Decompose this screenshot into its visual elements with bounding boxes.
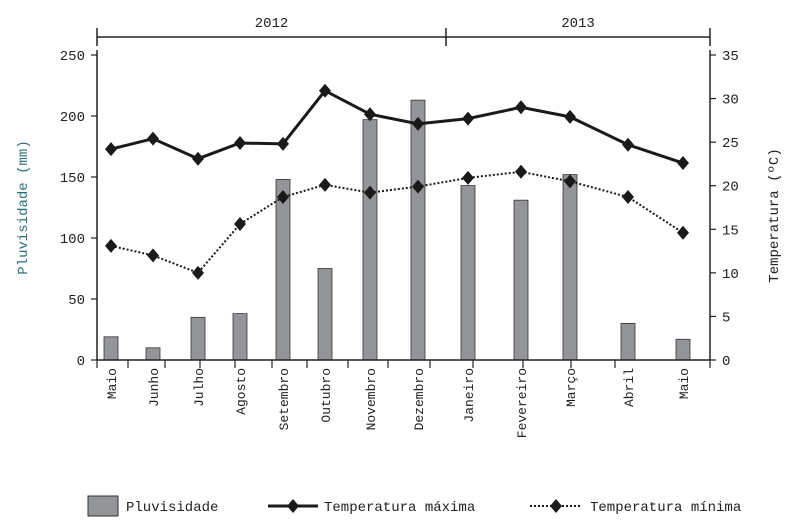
min-temp-point-janeiro — [462, 170, 474, 185]
y2-tick-label: 0 — [722, 354, 730, 370]
max-temp-point-janeiro — [462, 111, 474, 126]
legend-max-marker — [287, 499, 299, 513]
max-temp-point-agosto — [234, 136, 246, 151]
legend-min-marker — [550, 499, 562, 513]
max-temp-point-abril — [622, 137, 634, 152]
y-tick-label: 250 — [60, 49, 85, 65]
bar-dezembro — [410, 99, 426, 361]
y-tick-label: 100 — [60, 232, 85, 248]
min-temp-point-maio — [105, 238, 117, 253]
max-temp-point-junho — [147, 131, 159, 146]
legend-label-max: Temperatura máxima — [324, 500, 475, 516]
min-temp-point-outubro — [319, 177, 331, 192]
min-temp-point-março — [564, 174, 576, 189]
min-temp-point-julho — [192, 265, 204, 280]
y-tick-label: 200 — [60, 110, 85, 126]
year-label: 2013 — [561, 16, 595, 32]
max-temp-point-setembro — [277, 136, 289, 151]
x-tick-label: Setembro — [277, 368, 292, 430]
bar-fevereiro — [513, 199, 529, 361]
max-temp-point-março — [564, 109, 576, 124]
bar-agosto — [232, 313, 248, 361]
y2-tick-label: 35 — [722, 49, 739, 65]
min-temp-point-novembro — [364, 185, 376, 200]
y2-tick-label: 15 — [722, 223, 739, 239]
max-temp-point-dezembro — [412, 116, 424, 131]
x-tick-label: Outubro — [319, 368, 334, 423]
min-temp-point-setembro — [277, 190, 289, 205]
x-tick-label: Maio — [105, 368, 120, 399]
bar-julho — [190, 316, 206, 361]
x-tick-label: Julho — [192, 368, 207, 407]
x-tick-label: Dezembro — [412, 368, 427, 430]
y2-tick-label: 5 — [722, 310, 730, 326]
bar-maio — [103, 336, 119, 361]
x-tick-label: Março — [564, 368, 579, 407]
x-tick-label: Maio — [677, 368, 692, 399]
y2-tick-label: 10 — [722, 267, 739, 283]
x-tick-label: Agosto — [234, 368, 249, 415]
max-temp-line — [110, 88, 684, 165]
y2-tick-label: 30 — [722, 93, 739, 109]
max-temp-point-fevereiro — [515, 100, 527, 115]
max-temp-point-julho — [192, 151, 204, 166]
bar-setembro — [275, 179, 291, 361]
y-tick-label: 50 — [68, 293, 85, 309]
y2-axis-title: Temperatura (ºC) — [767, 148, 783, 282]
y-tick-label: 0 — [77, 354, 85, 370]
y-tick-label: 150 — [60, 171, 85, 187]
x-tick-label: Janeiro — [462, 368, 477, 423]
bar-março — [562, 174, 578, 361]
x-tick-label: Abril — [622, 368, 637, 407]
x-tick-label: Fevereiro — [515, 368, 530, 438]
max-temp-point-maio — [105, 142, 117, 157]
bar-junho — [145, 347, 161, 361]
min-temp-point-fevereiro — [515, 164, 527, 179]
bar-janeiro — [460, 185, 476, 361]
y2-tick-label: 25 — [722, 136, 739, 152]
min-temp-point-dezembro — [412, 179, 424, 194]
y-axis-title: Pluvisidade (mm) — [16, 140, 32, 274]
min-temp-line — [110, 170, 684, 275]
legend-label-pluvisidade: Pluvisidade — [126, 500, 218, 516]
legend-swatch-pluvisidade — [87, 495, 119, 517]
bar-abril — [620, 322, 636, 361]
min-temp-point-agosto — [234, 217, 246, 232]
year-label: 2012 — [255, 16, 289, 32]
bar-outubro — [317, 268, 333, 361]
bar-novembro — [362, 119, 378, 361]
legend-label-min: Temperatura mínima — [590, 500, 741, 516]
max-temp-point-novembro — [364, 107, 376, 122]
min-temp-point-abril — [622, 190, 634, 205]
x-tick-label: Novembro — [364, 368, 379, 430]
min-temp-point-junho — [147, 248, 159, 263]
bar-maio — [675, 338, 691, 361]
max-temp-point-outubro — [319, 83, 331, 98]
max-temp-point-maio — [677, 156, 689, 171]
min-temp-point-maio — [677, 225, 689, 240]
y2-tick-label: 20 — [722, 180, 739, 196]
x-tick-label: Junho — [147, 368, 162, 407]
